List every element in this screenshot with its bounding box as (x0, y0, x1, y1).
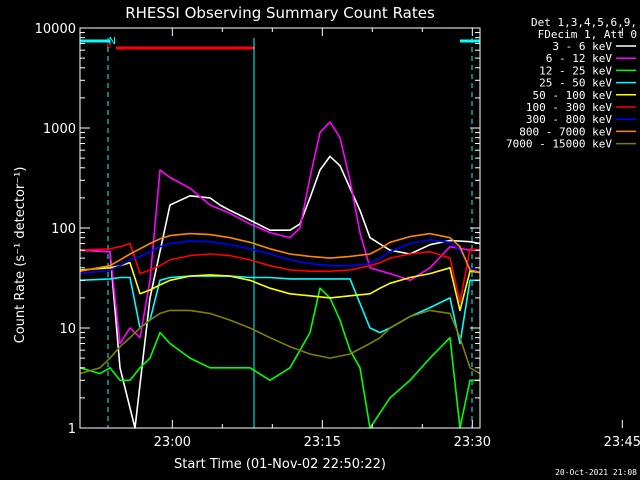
y-tick-label-4: 10000 (35, 22, 76, 37)
y-axis-label: Count Rate (s⁻¹ detector⁻¹) (13, 167, 28, 344)
series-line-6 (79, 239, 481, 275)
series-line-5 (79, 242, 481, 304)
series-line-8 (79, 309, 481, 375)
legend-label-5: 100 - 300 keV (526, 101, 612, 114)
y-tick-label-0: 1 (68, 422, 76, 437)
legend-label-1: 6 - 12 keV (546, 52, 613, 65)
legend: Det 1,3,4,5,6,9, FDecim 1, Att 0 3 - 6 k… (506, 16, 637, 151)
y-tick-label-3: 1000 (43, 122, 76, 137)
series-line-7 (79, 232, 481, 274)
x-axis-label: Start Time (01-Nov-02 22:50:22) (174, 457, 386, 472)
series-lines (79, 121, 481, 429)
legend-label-6: 300 - 800 keV (526, 113, 612, 126)
flag-N-label: N (109, 36, 116, 47)
legend-label-8: 7000 - 15000 keV (506, 138, 612, 151)
series-line-4 (79, 261, 481, 312)
legend-label-4: 50 - 100 keV (533, 89, 613, 102)
legend-header-line-2: FDecim 1, Att 0 (538, 28, 637, 41)
legend-label-2: 12 - 25 keV (539, 64, 612, 77)
legend-header-line-1: Det 1,3,4,5,6,9, (531, 16, 637, 29)
x-tick-label-0: 23:00 (154, 435, 191, 450)
vertical-markers (107, 38, 473, 428)
flag-F-label: F (106, 43, 112, 54)
series-line-2 (79, 287, 480, 429)
y-tick-label-2: 100 (51, 222, 76, 237)
x-tick-label-3: 23:45 (604, 435, 640, 450)
footer-date: 20-Oct-2021 21:08 (555, 468, 637, 477)
y-axis-ticks: 1 10 100 1000 10000 (35, 22, 480, 437)
legend-label-3: 25 - 50 keV (539, 77, 612, 90)
y-tick-label-1: 10 (59, 322, 76, 337)
legend-label-0: 3 - 6 keV (552, 40, 612, 53)
flag-bars: NF (80, 36, 480, 54)
x-tick-label-2: 23:30 (454, 435, 491, 450)
series-line-1 (79, 121, 480, 345)
chart-title: RHESSI Observing Summary Count Rates (125, 4, 435, 22)
legend-label-7: 800 - 7000 keV (519, 125, 612, 138)
x-tick-label-1: 23:15 (304, 435, 341, 450)
